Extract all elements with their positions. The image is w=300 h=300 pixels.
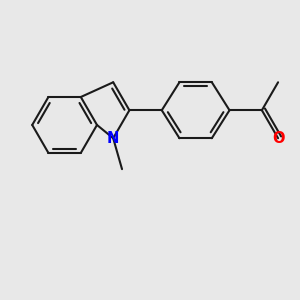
Text: O: O [272, 131, 284, 146]
Text: N: N [107, 131, 119, 146]
